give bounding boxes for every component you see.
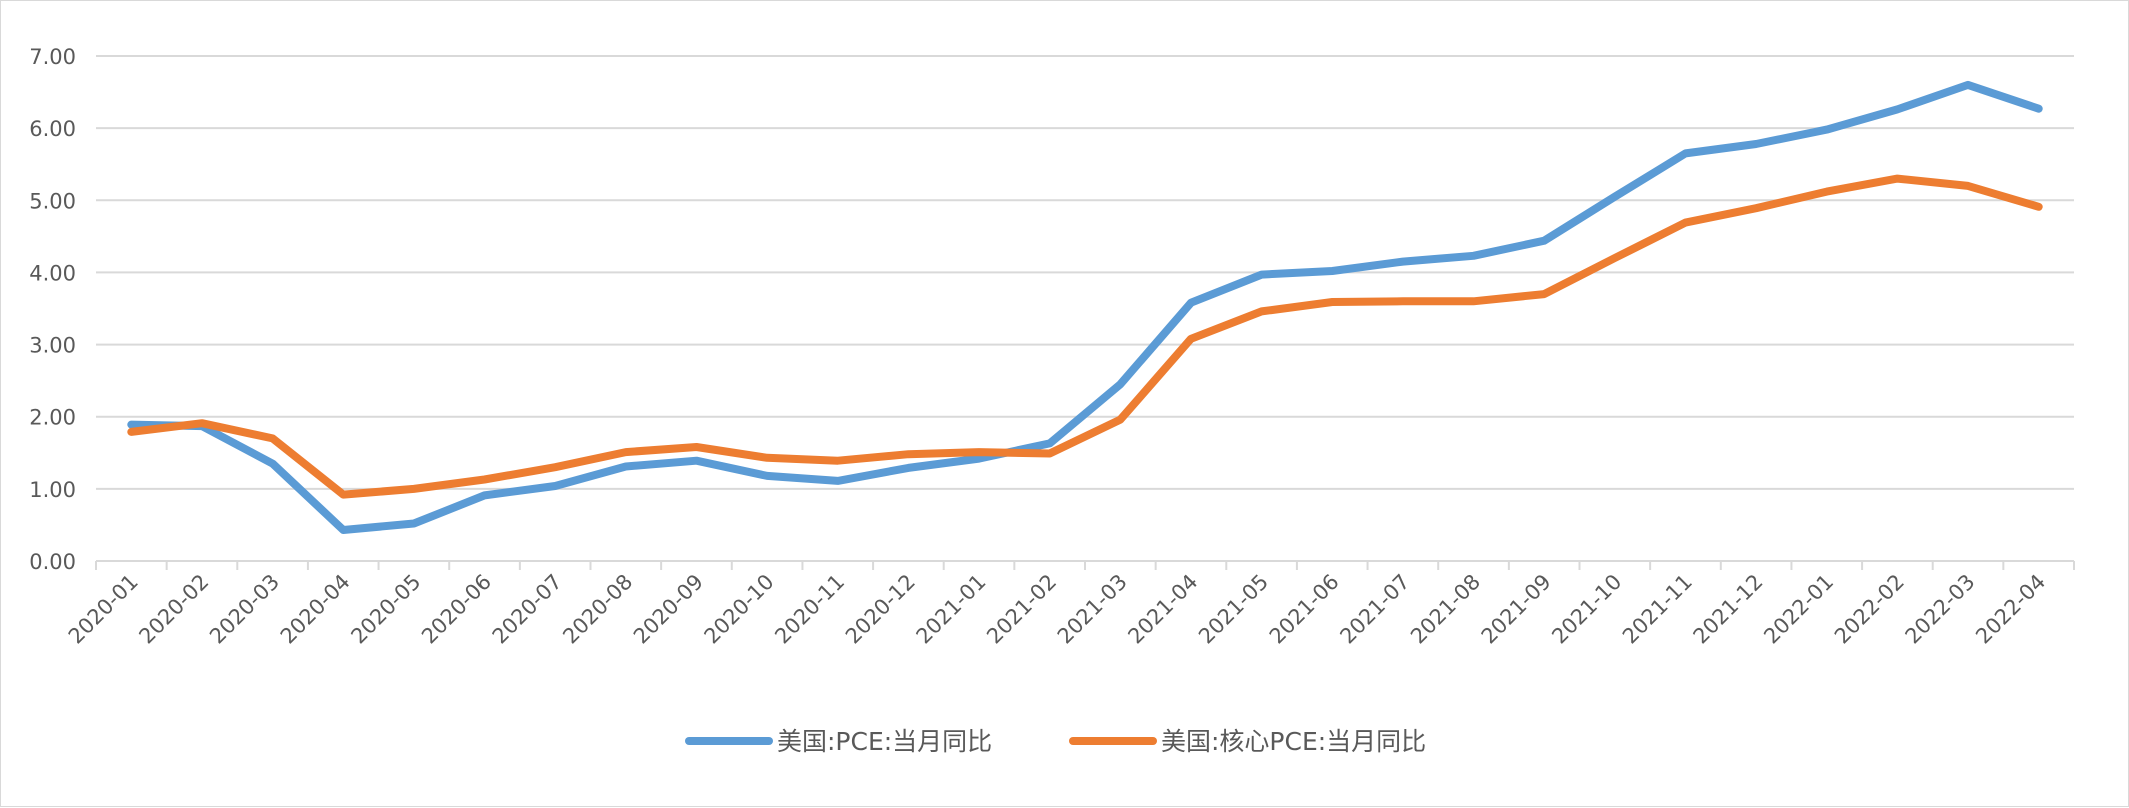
x-tick-label: 2021-08	[1406, 570, 1485, 649]
x-tick-label: 2020-11	[770, 570, 849, 649]
x-tick-label: 2021-07	[1335, 570, 1414, 649]
series-line-2	[127, 174, 2043, 499]
x-tick-label: 2021-06	[1265, 570, 1344, 649]
series-lines	[127, 80, 2043, 534]
y-tick-label: 3.00	[29, 334, 76, 358]
x-axis	[95, 560, 2075, 570]
y-tick-label: 6.00	[29, 117, 76, 141]
y-tick-label: 4.00	[29, 261, 76, 285]
y-tick-label: 1.00	[29, 478, 76, 502]
x-tick-label: 2021-10	[1547, 570, 1626, 649]
x-tick-label: 2021-09	[1477, 570, 1556, 649]
legend-label-1: 美国:PCE:当月同比	[777, 727, 992, 756]
x-tick-label: 2020-06	[417, 570, 496, 649]
gridlines	[96, 55, 2074, 490]
x-tick-label: 2020-12	[841, 570, 920, 649]
x-tick-label: 2021-12	[1689, 570, 1768, 649]
x-tick-label: 2021-04	[1123, 570, 1202, 649]
x-tick-label: 2022-01	[1759, 570, 1838, 649]
x-tick-label: 2020-09	[629, 570, 708, 649]
y-tick-label: 2.00	[29, 406, 76, 430]
y-tick-label: 5.00	[29, 189, 76, 213]
x-tick-label: 2020-05	[346, 570, 425, 649]
x-tick-label: 2020-03	[205, 570, 284, 649]
x-tick-label: 2020-02	[134, 570, 213, 649]
legend-label-2: 美国:核心PCE:当月同比	[1161, 727, 1426, 756]
y-tick-label: 7.00	[29, 45, 76, 69]
x-axis-tick-labels: 2020-012020-022020-032020-042020-052020-…	[64, 570, 2050, 649]
x-tick-label: 2022-03	[1901, 570, 1980, 649]
x-tick-label: 2022-04	[1971, 570, 2050, 649]
x-tick-label: 2021-11	[1618, 570, 1697, 649]
x-tick-label: 2020-01	[64, 570, 143, 649]
y-axis-tick-labels: 0.00 1.00 2.00 3.00 4.00 5.00 6.00 7.00	[29, 45, 76, 574]
x-tick-label: 2021-05	[1194, 570, 1273, 649]
x-tick-label: 2021-02	[982, 570, 1061, 649]
y-tick-label: 0.00	[29, 550, 76, 574]
legend: 美国:PCE:当月同比 美国:核心PCE:当月同比	[685, 727, 1426, 756]
series-line-1	[127, 80, 2043, 534]
x-tick-label: 2020-08	[558, 570, 637, 649]
x-tick-label: 2021-03	[1053, 570, 1132, 649]
x-tick-label: 2020-04	[276, 570, 355, 649]
x-tick-label: 2020-10	[700, 570, 779, 649]
x-tick-label: 2021-01	[912, 570, 991, 649]
x-tick-label: 2022-02	[1830, 570, 1909, 649]
x-tick-label: 2020-07	[488, 570, 567, 649]
